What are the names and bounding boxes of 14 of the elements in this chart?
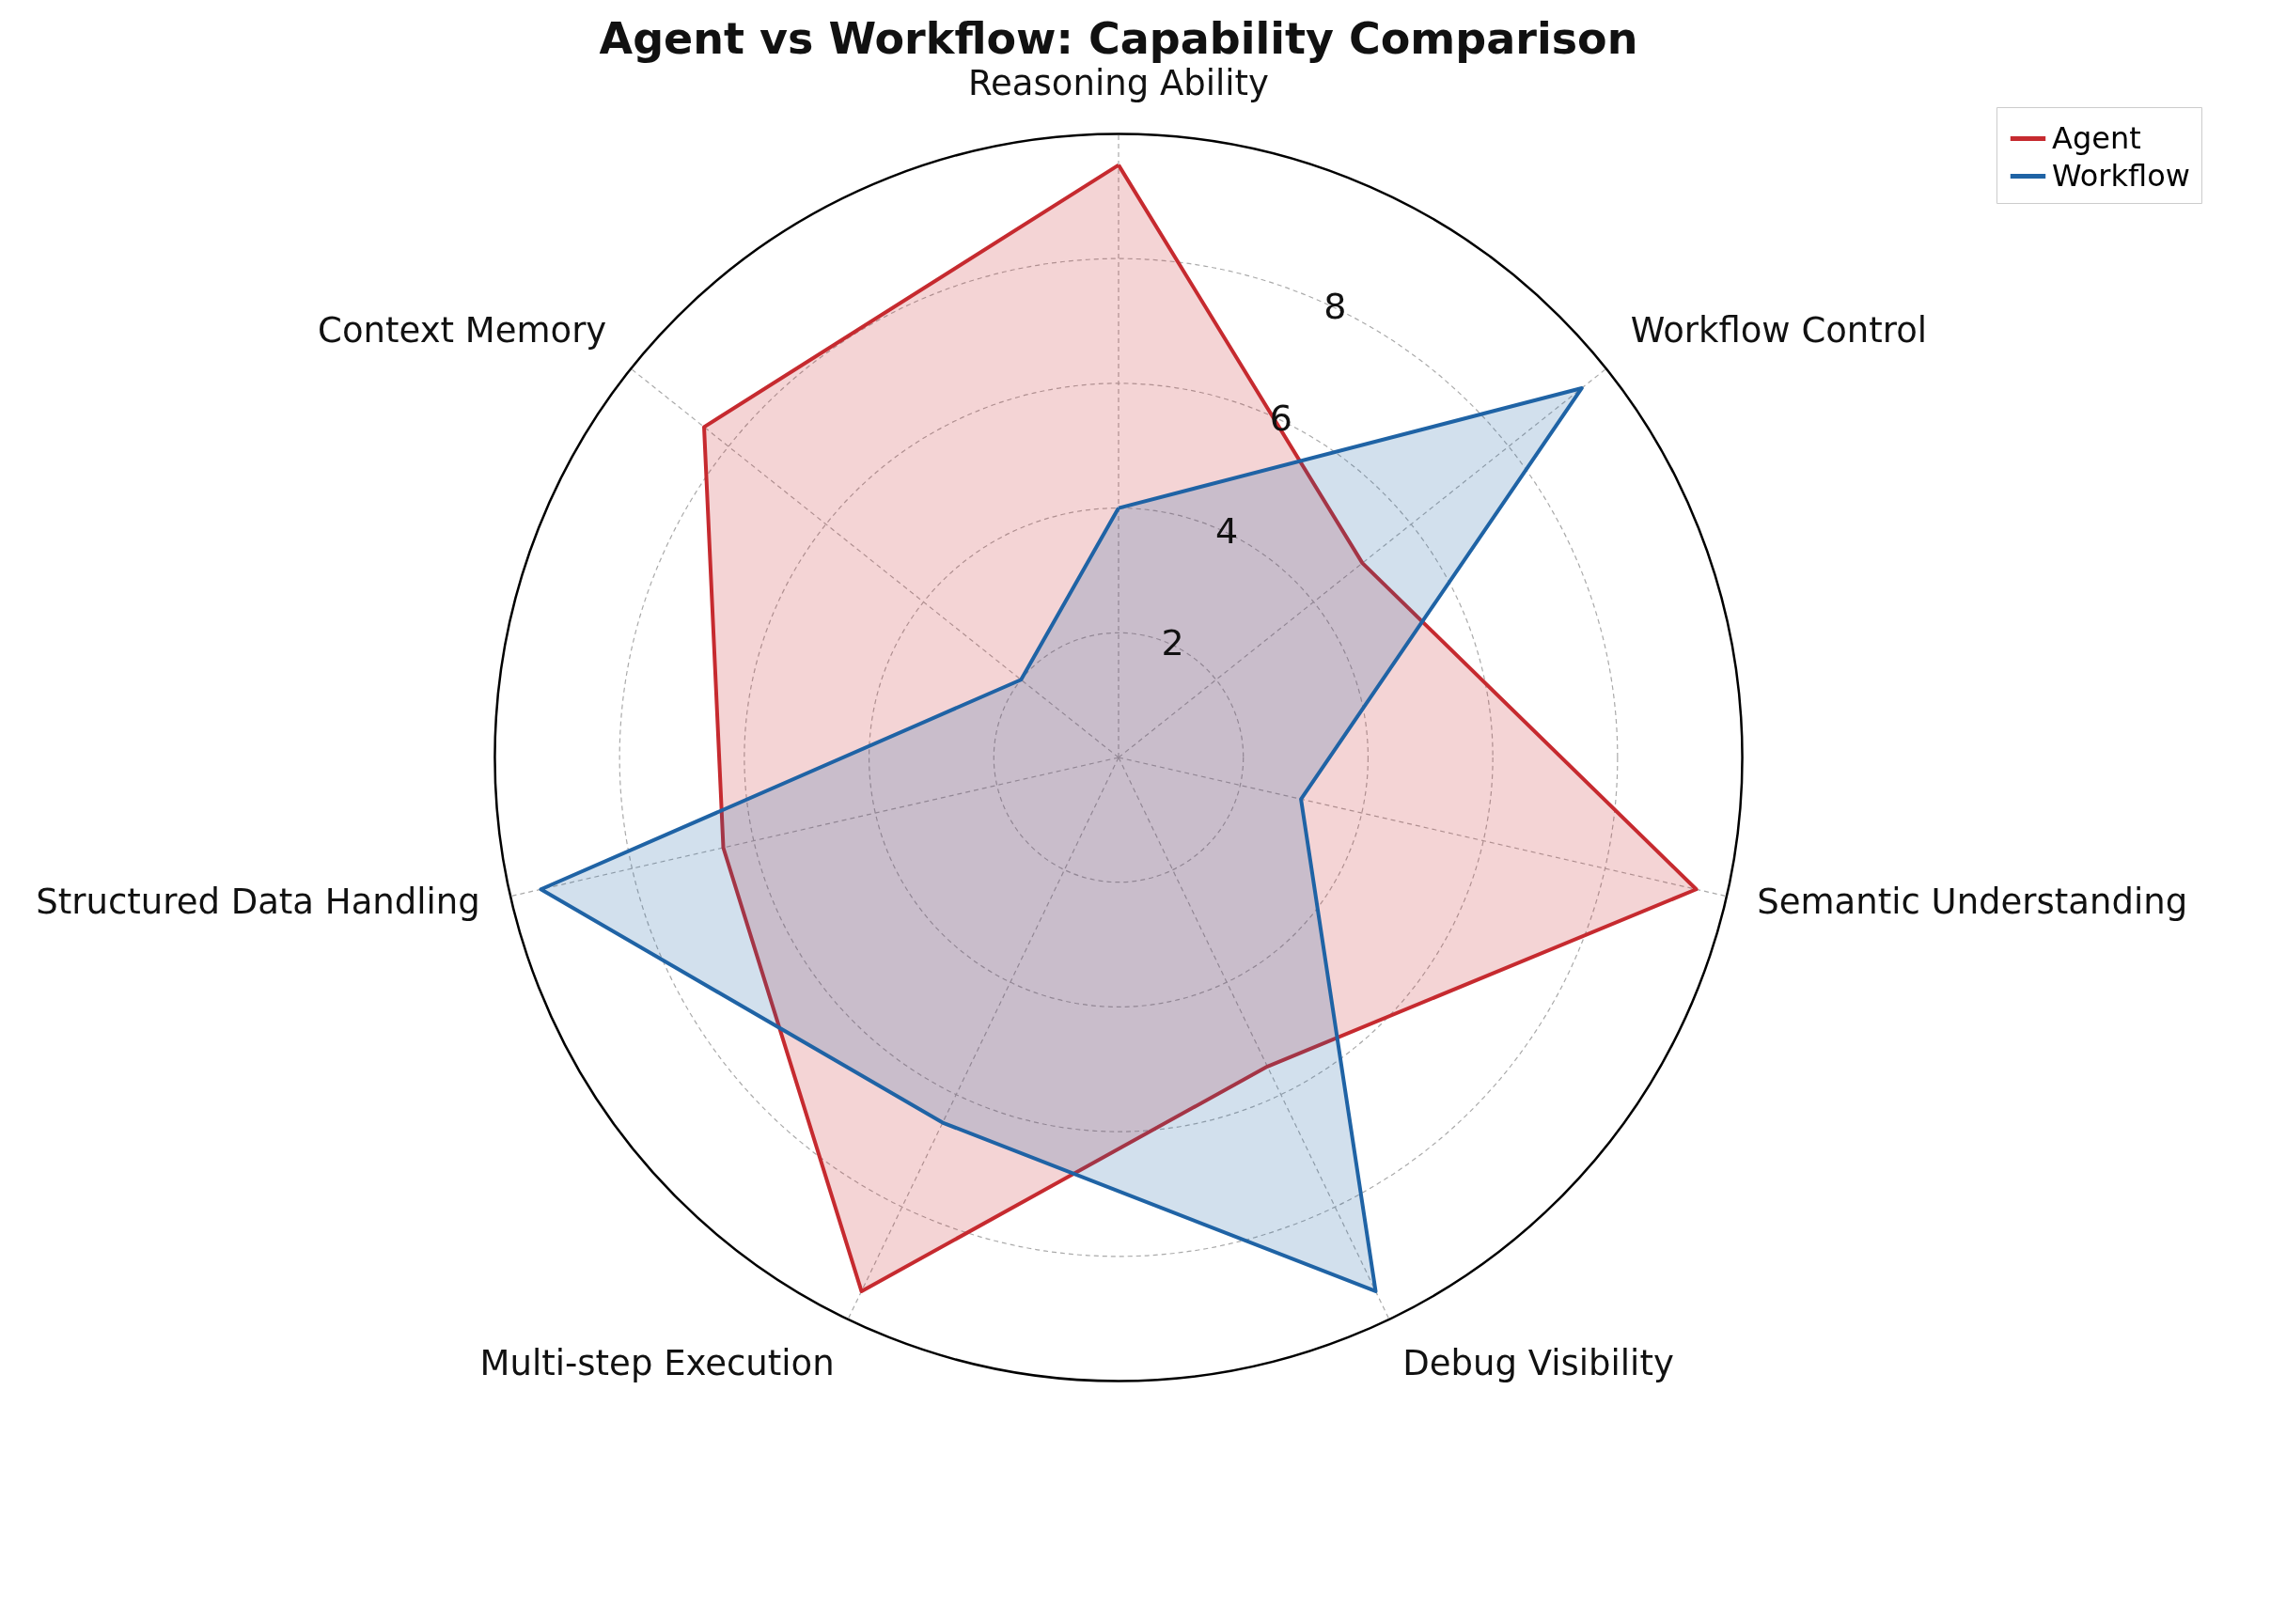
spoke-label: Reasoning Ability — [968, 63, 1269, 104]
y-tick-label: 6 — [1269, 398, 1292, 440]
legend-label: Agent — [2052, 119, 2141, 156]
spoke-label: Debug Visibility — [1402, 1342, 1674, 1383]
y-tick-label: 8 — [1323, 285, 1347, 327]
spoke-label: Context Memory — [318, 309, 607, 351]
spoke-label: Multi-step Execution — [479, 1342, 835, 1383]
spoke-label: Structured Data Handling — [36, 882, 480, 923]
spoke-label: Workflow Control — [1630, 309, 1928, 351]
y-tick-label: 4 — [1215, 509, 1239, 552]
chart-title: Agent vs Workflow: Capability Comparison — [599, 13, 1638, 65]
spoke-label: Semantic Understanding — [1757, 882, 2188, 923]
legend-label: Workflow — [2052, 157, 2190, 194]
y-tick-label: 2 — [1161, 622, 1184, 664]
